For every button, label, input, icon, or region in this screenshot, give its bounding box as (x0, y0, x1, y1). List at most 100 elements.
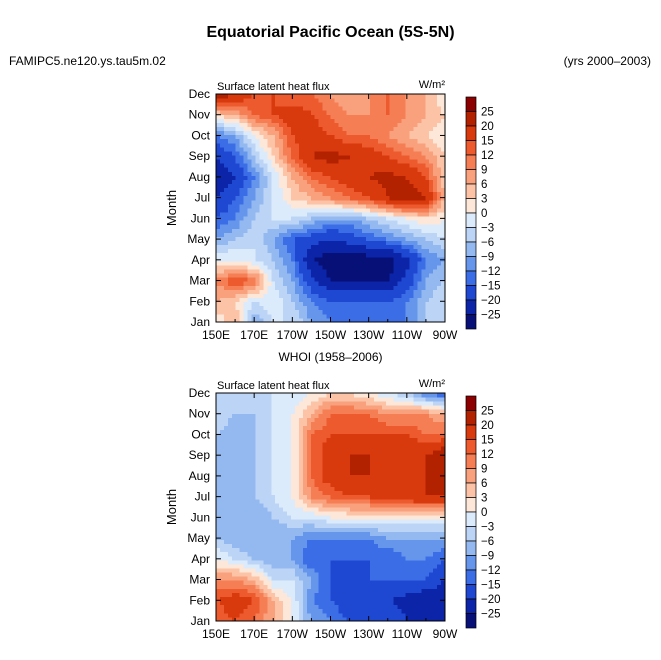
heatmap-cell (397, 228, 402, 233)
heatmap-cell (227, 252, 233, 258)
heatmap-cell (362, 572, 367, 577)
heatmap-cell (381, 236, 387, 241)
heatmap-cell (381, 163, 387, 168)
heatmap-cell (279, 301, 284, 307)
heatmap-cell (283, 179, 288, 184)
heatmap-cell (231, 293, 237, 298)
heatmap-cell (294, 507, 300, 512)
heatmap-cell (405, 584, 410, 589)
heatmap-cell (279, 216, 284, 221)
heatmap-cell (298, 612, 304, 618)
heatmap-cell (310, 551, 316, 557)
heatmap-cell (346, 273, 351, 278)
heatmap-cell (397, 134, 402, 140)
heatmap-cell (393, 559, 399, 565)
heatmap-cell (219, 523, 225, 528)
heatmap-cell (381, 260, 387, 266)
heatmap-cell (369, 600, 375, 606)
heatmap-cell (437, 248, 442, 254)
colorbar-label: 25 (481, 107, 494, 119)
heatmap-cell (350, 592, 355, 597)
heatmap-cell (362, 240, 367, 246)
heatmap-cell (425, 564, 430, 569)
heatmap-cell (251, 122, 256, 127)
heatmap-cell (291, 159, 296, 164)
heatmap-cell (223, 305, 229, 311)
heatmap-cell (377, 572, 383, 577)
heatmap-cell (330, 228, 335, 233)
heatmap-cell (429, 547, 434, 553)
heatmap-cell (298, 277, 304, 282)
heatmap-cell (283, 600, 288, 606)
heatmap-cell (417, 527, 422, 532)
heatmap-cell (342, 94, 347, 99)
heatmap-cell (302, 301, 308, 307)
heatmap-cell (298, 309, 304, 315)
heatmap-cell (389, 507, 395, 512)
heatmap-cell (302, 138, 308, 144)
heatmap-cell (322, 216, 327, 221)
heatmap-cell (310, 584, 316, 589)
heatmap-cell (338, 551, 343, 557)
heatmap-cell (298, 584, 304, 589)
heatmap-cell (267, 305, 272, 311)
heatmap-cell (441, 252, 446, 258)
heatmap-cell (322, 142, 327, 148)
heatmap-cell (401, 260, 406, 266)
heatmap-cell (330, 285, 335, 290)
heatmap-cell (251, 236, 256, 241)
heatmap-cell (263, 572, 268, 577)
heatmap-cell (314, 588, 320, 593)
heatmap-cell (441, 244, 446, 250)
heatmap-cell (358, 102, 363, 107)
heatmap-cell (381, 301, 387, 307)
heatmap-cell (235, 555, 241, 561)
heatmap-cell (247, 256, 252, 262)
heatmap-cell (263, 531, 268, 536)
heatmap-cell (318, 588, 324, 593)
heatmap-cell (239, 600, 245, 606)
heatmap-cell (235, 269, 241, 274)
heatmap-cell (350, 317, 355, 323)
heatmap-cell (263, 220, 268, 225)
heatmap-cell (350, 199, 355, 205)
heatmap-cell (425, 191, 430, 197)
heatmap-cell (235, 191, 241, 197)
heatmap-cell (362, 576, 367, 581)
heatmap-cell (369, 519, 375, 524)
heatmap-cell (373, 146, 379, 152)
heatmap-cell (393, 576, 399, 581)
heatmap-cell (433, 301, 438, 307)
heatmap-cell (330, 159, 335, 164)
heatmap-cell (377, 187, 383, 193)
heatmap-cell (279, 212, 284, 217)
heatmap-cell (338, 130, 343, 136)
heatmap-cell (243, 612, 248, 618)
heatmap-cell (243, 256, 248, 262)
heatmap-cell (338, 281, 343, 286)
heatmap-cell (247, 507, 252, 512)
heatmap-cell (338, 102, 343, 107)
heatmap-cell (437, 106, 442, 111)
heatmap-cell (354, 228, 359, 233)
heatmap-cell (433, 317, 438, 323)
heatmap-cell (425, 98, 430, 103)
heatmap-cell (413, 175, 418, 180)
heatmap-cell (409, 244, 414, 250)
heatmap-cell (425, 277, 430, 282)
heatmap-cell (437, 612, 442, 618)
heatmap-cell (318, 564, 324, 569)
heatmap-cell (306, 551, 312, 557)
heatmap-cell (385, 523, 391, 528)
heatmap-cell (306, 523, 312, 528)
heatmap-cell (235, 600, 241, 606)
heatmap-cell (346, 285, 351, 290)
heatmap-cell (334, 305, 339, 311)
heatmap-cell (405, 531, 410, 536)
heatmap-cell (413, 596, 418, 602)
heatmap-cell (314, 118, 320, 123)
heatmap-cell (346, 511, 351, 516)
heatmap-cell (401, 232, 406, 237)
heatmap-cell (310, 555, 316, 561)
heatmap-cell (393, 604, 399, 610)
